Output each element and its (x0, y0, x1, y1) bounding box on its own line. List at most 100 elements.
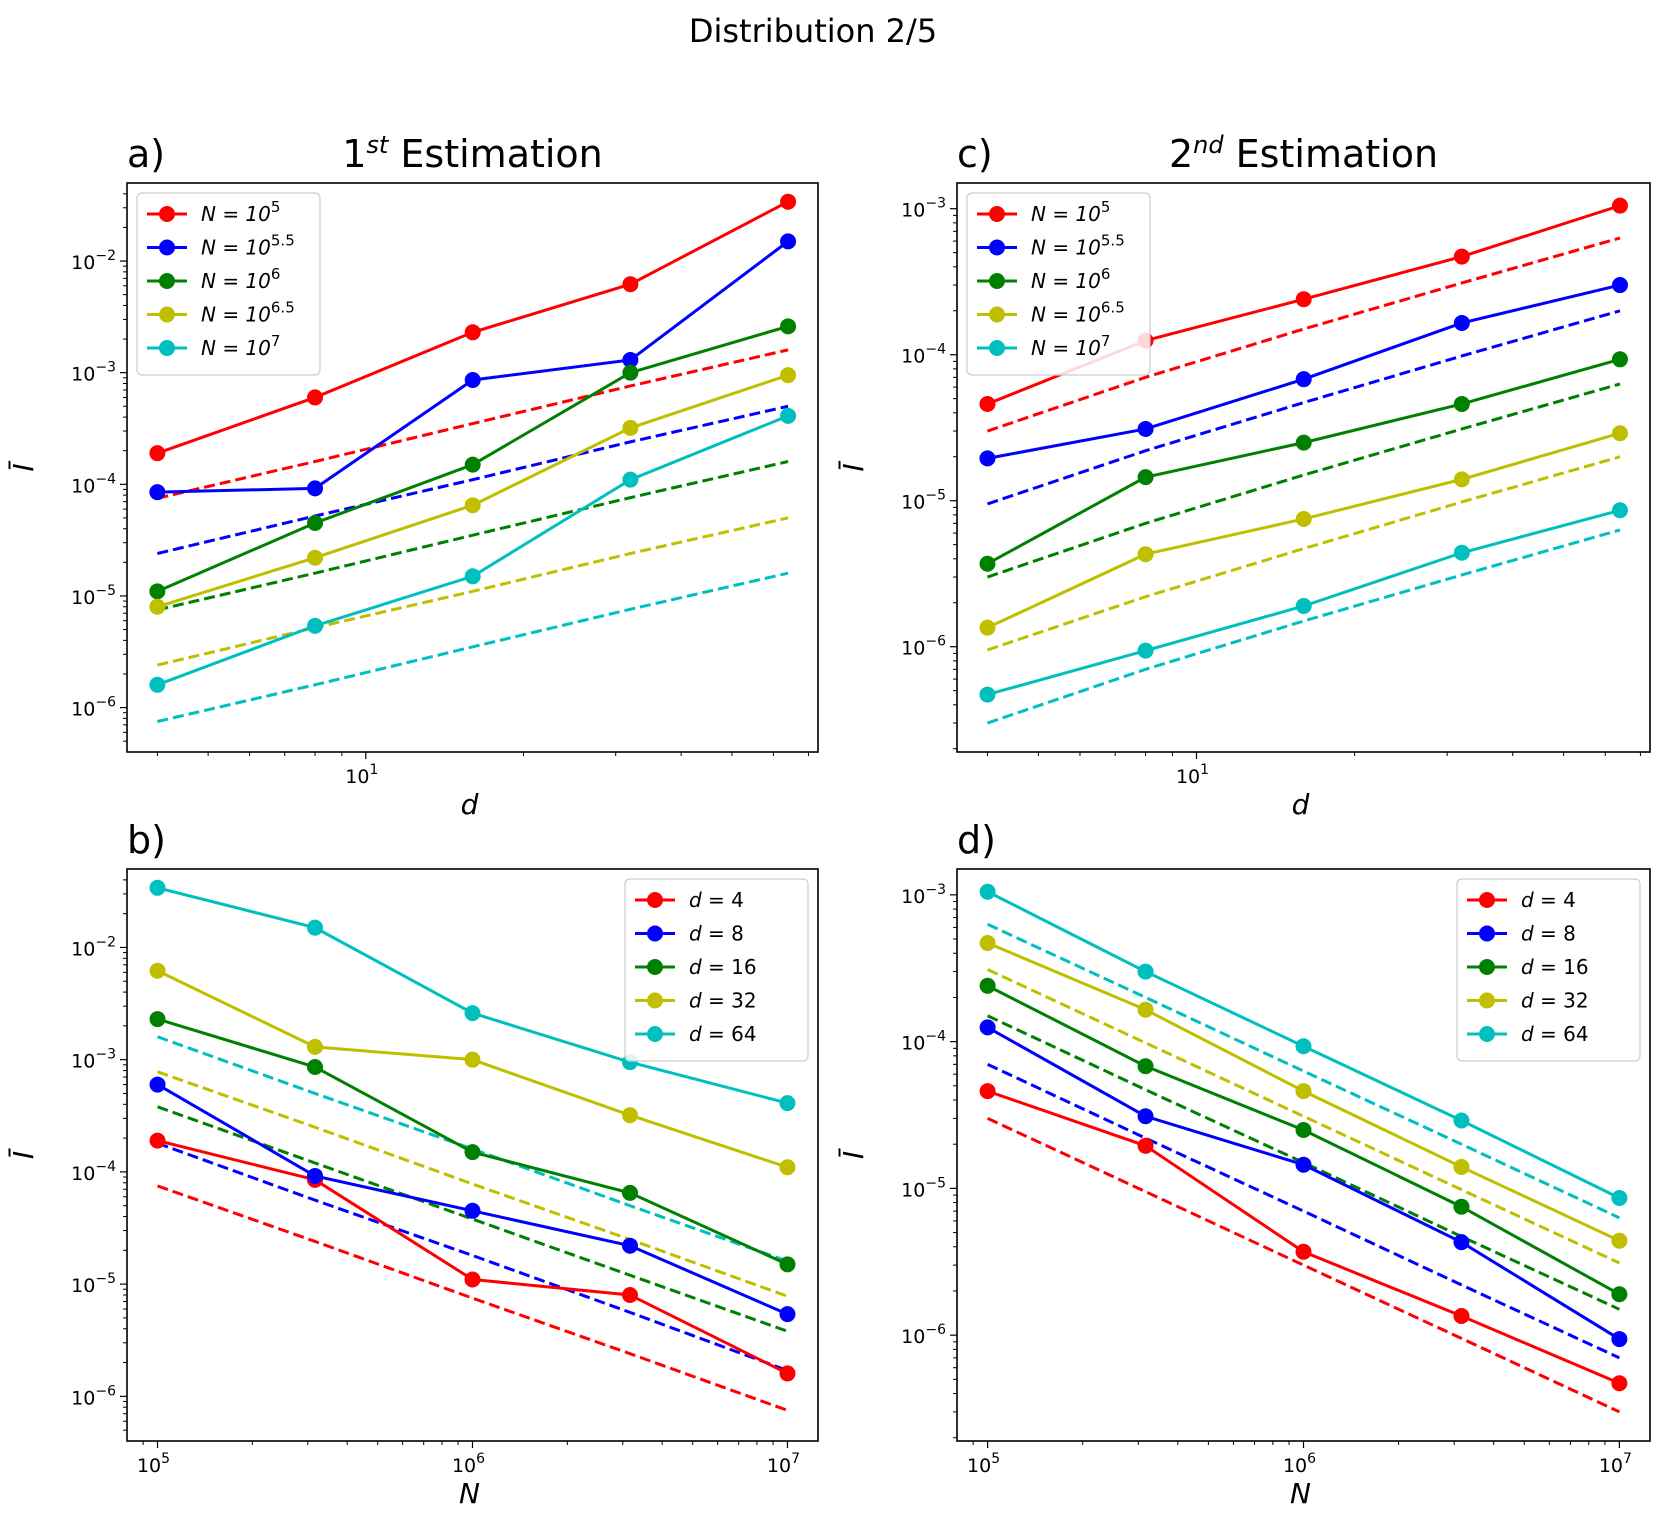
axes-frame (956, 868, 1651, 1442)
legend-label: d = 16 (1521, 955, 1589, 979)
data-point (622, 364, 639, 381)
data-point (780, 193, 797, 210)
data-point (464, 1271, 481, 1288)
series-line-0 (157, 1139, 789, 1375)
panel-label: c) (957, 132, 993, 176)
fit-line-3 (157, 516, 789, 667)
legend-marker (1479, 925, 1495, 942)
panel-d: 105 106 107 10−6 10−5 10−4 10−3 d = 4 d = 8 d = 1… (837, 818, 1651, 1510)
panel-title: 2nd Estimation (1169, 131, 1438, 176)
data-point (979, 977, 996, 994)
y-tick-label: 10−3 (901, 882, 946, 908)
data-point (1611, 1375, 1628, 1392)
x-axis-label: d (461, 788, 479, 821)
legend-label: N = 107 (201, 332, 280, 360)
fit-line-0 (986, 236, 1621, 433)
legend-marker (989, 340, 1005, 356)
y-tick-label: 10−4 (901, 342, 946, 368)
data-point (1295, 1083, 1312, 1100)
y-axis-label: Ī (837, 461, 870, 472)
legend-label: N = 106.5 (201, 299, 295, 327)
fit-line-3 (157, 1070, 788, 1298)
data-point (779, 1256, 796, 1273)
y-tick-label: 10−4 (901, 1029, 946, 1055)
legend-marker (159, 273, 175, 289)
data-point (464, 1005, 481, 1022)
legend-marker (647, 892, 663, 908)
fit-line-2 (157, 460, 789, 612)
x-tick-label: 101 (345, 762, 378, 788)
data-point (307, 389, 324, 406)
data-point (149, 1076, 166, 1093)
data-point (149, 1011, 166, 1028)
data-point (1453, 1158, 1470, 1175)
legend-marker (647, 992, 663, 1009)
legend-marker (647, 1026, 663, 1042)
data-point (622, 276, 639, 293)
data-point (464, 324, 481, 341)
x-axis-label: N (1290, 1477, 1311, 1510)
data-point (1453, 544, 1470, 561)
data-point (1453, 1112, 1470, 1129)
data-point (1453, 1234, 1470, 1251)
data-point (149, 583, 166, 600)
x-tick-label: 105 (137, 1451, 170, 1477)
data-point (1453, 1198, 1470, 1215)
data-point (1137, 1108, 1154, 1125)
data-point (1295, 1156, 1312, 1173)
legend-marker (989, 306, 1005, 323)
legend-label: N = 105 (1031, 198, 1110, 226)
data-point (622, 351, 639, 368)
x-tick-label: 107 (1599, 1451, 1632, 1477)
data-point (979, 686, 996, 703)
y-tick-label: 10−4 (71, 1159, 116, 1185)
legend-marker (647, 959, 663, 975)
data-point (307, 1167, 324, 1184)
data-point (464, 568, 481, 585)
legend-marker (159, 206, 175, 222)
legend-label: d = 32 (689, 989, 757, 1013)
data-point (1453, 248, 1470, 265)
series-line-1 (986, 1026, 1621, 1341)
y-tick-label: 10−2 (71, 248, 116, 274)
data-point (621, 1184, 638, 1201)
data-point (307, 919, 324, 936)
data-point (1137, 963, 1154, 980)
panel-label: a) (127, 132, 165, 176)
data-point (464, 1051, 481, 1068)
legend-marker (159, 340, 175, 356)
y-axis-label: Ī (7, 1148, 40, 1159)
data-point (1295, 434, 1312, 451)
data-point (307, 549, 324, 566)
data-point (979, 1019, 996, 1036)
data-point (621, 1286, 638, 1303)
data-point (307, 1038, 324, 1055)
legend: d = 4 d = 8 d = 16 d = 32 d = 64 (624, 878, 809, 1062)
data-point (307, 1059, 324, 1076)
legend-marker (989, 206, 1005, 222)
data-point (779, 1306, 796, 1323)
data-point (1453, 471, 1470, 488)
data-point (780, 407, 797, 424)
data-point (779, 1365, 796, 1382)
y-tick-label: 10−5 (71, 1271, 116, 1297)
data-point (1295, 598, 1312, 615)
data-point (1295, 1243, 1312, 1260)
data-point (622, 419, 639, 436)
legend-label: N = 106 (1031, 265, 1110, 293)
legend-marker (989, 273, 1005, 289)
data-point (464, 497, 481, 514)
data-point (149, 676, 166, 693)
data-point (979, 934, 996, 951)
data-point (1295, 1038, 1312, 1055)
fit-line-1 (157, 1141, 788, 1372)
data-point (1137, 546, 1154, 563)
data-point (1611, 1286, 1628, 1303)
data-point (464, 371, 481, 388)
figure-suptitle: Distribution 2/5 (689, 12, 937, 50)
legend-box (624, 878, 809, 1062)
data-point (1137, 1058, 1154, 1075)
x-tick-label: 107 (767, 1451, 800, 1477)
